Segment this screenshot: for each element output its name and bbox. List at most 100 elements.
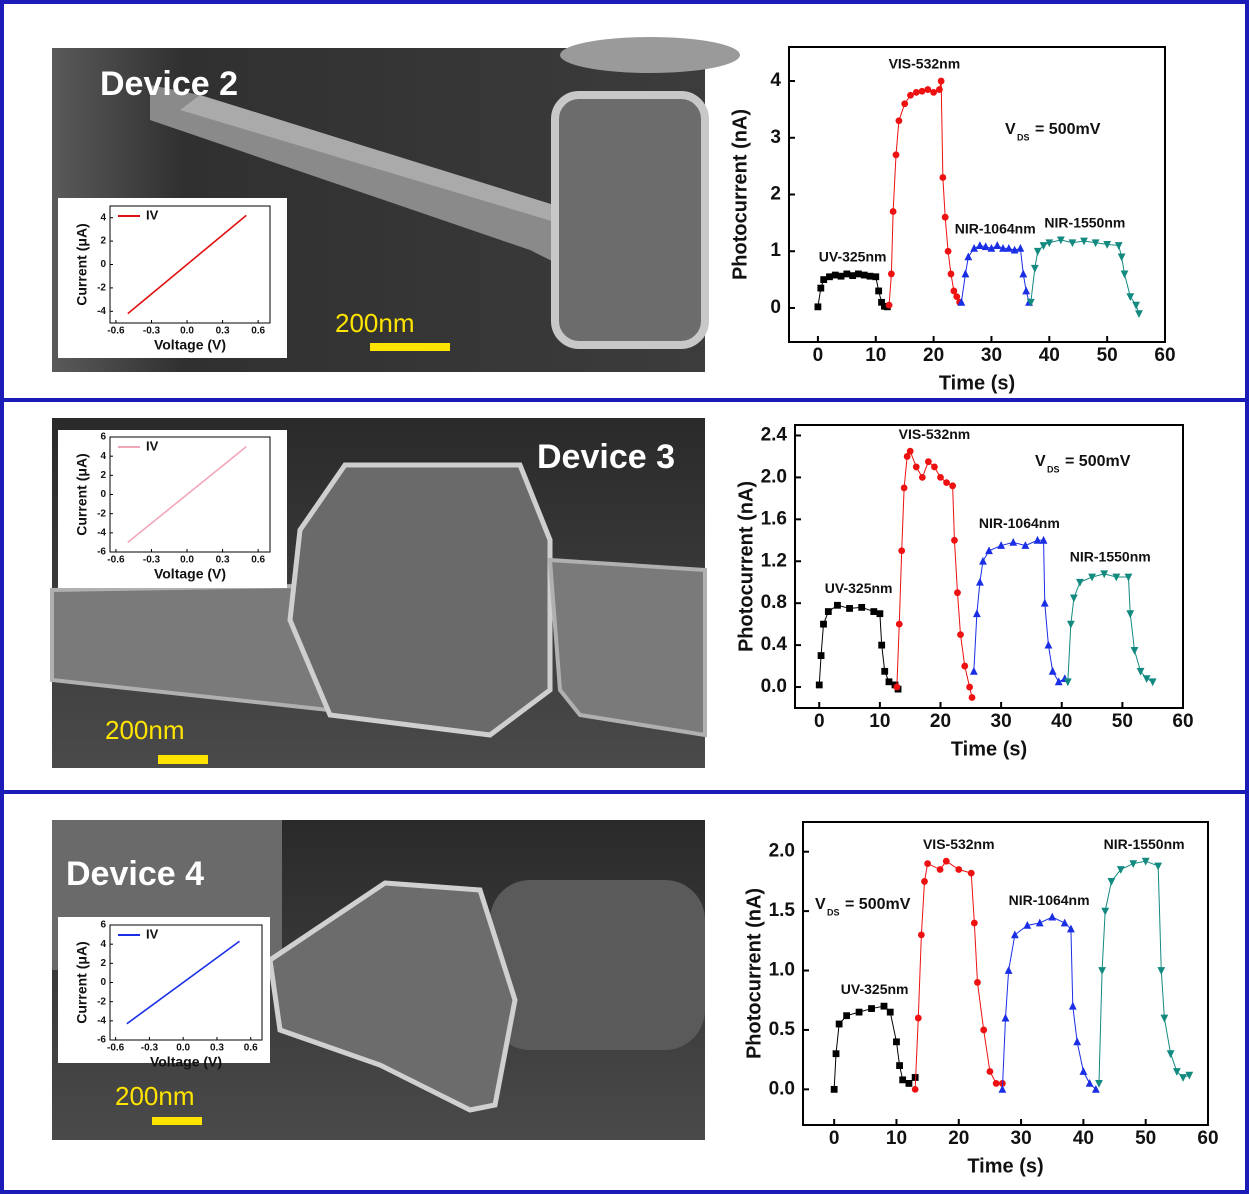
data-point — [1124, 573, 1133, 582]
series-line — [914, 860, 1003, 1090]
data-point — [830, 1085, 838, 1093]
data-point — [1073, 1037, 1082, 1046]
data-point — [914, 1014, 922, 1022]
series-label: VIS-532nm — [889, 56, 961, 72]
data-point — [878, 641, 886, 649]
series-line — [126, 940, 240, 1025]
series-line — [896, 450, 973, 698]
data-point — [900, 484, 908, 492]
data-point — [924, 860, 932, 867]
data-point — [820, 276, 828, 283]
y-tick-label: 1.5 — [769, 900, 796, 921]
data-point — [1044, 640, 1053, 649]
data-point — [1141, 857, 1150, 866]
y-tick-label: 1 — [770, 240, 781, 261]
data-point — [957, 631, 964, 639]
data-point — [931, 463, 938, 471]
x-tick-label: 40 — [1039, 345, 1060, 366]
data-point — [855, 270, 862, 278]
x-tick-label: 0 — [814, 711, 825, 732]
data-point — [921, 878, 928, 885]
y-axis-title: Photocurrent (nA) — [735, 481, 757, 652]
data-point — [1136, 667, 1145, 676]
scale-bar-label: 200nm — [115, 1081, 195, 1111]
data-point — [943, 479, 950, 487]
data-point — [868, 1005, 875, 1012]
data-point — [949, 482, 957, 490]
data-point — [1068, 239, 1077, 248]
x-tick-label: -0.6 — [107, 326, 125, 337]
data-point — [918, 474, 926, 481]
inset — [58, 430, 287, 588]
scale-bar-label: 200nm — [335, 308, 415, 338]
data-point — [1154, 862, 1163, 871]
data-point — [896, 1062, 903, 1069]
data-point — [961, 269, 970, 278]
data-point — [953, 293, 961, 301]
data-point — [1021, 541, 1030, 549]
data-point — [937, 77, 945, 85]
y-tick-label: 0.8 — [761, 592, 787, 613]
annotation: V — [1035, 453, 1046, 470]
data-point — [972, 609, 981, 618]
data-point — [1076, 578, 1084, 587]
data-point — [912, 463, 920, 471]
data-point — [917, 931, 925, 939]
data-point — [895, 117, 903, 125]
data-point — [1166, 1050, 1175, 1059]
data-point — [939, 174, 947, 181]
y-tick-label: 4 — [100, 451, 106, 462]
series-line — [960, 245, 1030, 303]
data-point — [1010, 930, 1019, 939]
device-label: Device 2 — [100, 65, 238, 103]
y-tick-label: 2.4 — [761, 424, 788, 445]
x-tick-label: 0.6 — [244, 1043, 258, 1054]
data-point — [878, 298, 885, 306]
y-tick-label: -6 — [97, 547, 106, 558]
x-tick-label: 0.6 — [251, 326, 265, 337]
data-point — [1056, 236, 1065, 245]
y-tick-label: 0.0 — [761, 676, 787, 697]
x-tick-label: -0.3 — [141, 1043, 159, 1054]
legend-label: IV — [146, 438, 159, 453]
data-point — [1068, 1001, 1077, 1010]
y-tick-label: 4 — [100, 939, 106, 950]
inset — [58, 198, 287, 358]
series-line — [1098, 860, 1190, 1084]
data-point — [911, 1085, 919, 1093]
y-tick-label: -4 — [97, 306, 106, 317]
y-axis-title: Current (μA) — [74, 223, 90, 305]
data-point — [967, 869, 975, 877]
data-point — [1004, 966, 1013, 974]
data-point — [1039, 242, 1048, 250]
legend-label: IV — [146, 926, 159, 941]
x-tick-label: 30 — [991, 711, 1012, 732]
x-axis-title: Voltage (V) — [154, 566, 226, 582]
data-point — [966, 683, 973, 691]
data-point — [814, 303, 822, 311]
data-point — [832, 1050, 840, 1058]
x-tick-label: 0.6 — [251, 555, 265, 566]
data-point — [860, 271, 868, 279]
annotation: DS — [1017, 132, 1030, 142]
x-tick-label: 10 — [865, 345, 886, 366]
data-point — [1063, 678, 1072, 687]
data-point — [887, 270, 895, 278]
y-tick-label: -2 — [97, 996, 106, 1007]
x-axis-title: Time (s) — [951, 738, 1027, 760]
data-point — [944, 247, 952, 255]
y-tick-label: 4 — [100, 212, 106, 223]
data-point — [1129, 860, 1138, 868]
data-point — [961, 662, 969, 670]
data-point — [835, 1020, 843, 1028]
data-point — [889, 208, 897, 215]
data-point — [870, 608, 878, 615]
x-tick-label: -0.3 — [143, 326, 161, 337]
data-point — [987, 243, 996, 252]
data-point — [1023, 920, 1032, 929]
y-tick-label: 2.0 — [769, 841, 795, 862]
data-point — [815, 681, 823, 689]
y-tick-label: 0 — [100, 489, 106, 500]
y-tick-label: -4 — [97, 527, 106, 538]
y-tick-label: 1.6 — [761, 508, 787, 529]
